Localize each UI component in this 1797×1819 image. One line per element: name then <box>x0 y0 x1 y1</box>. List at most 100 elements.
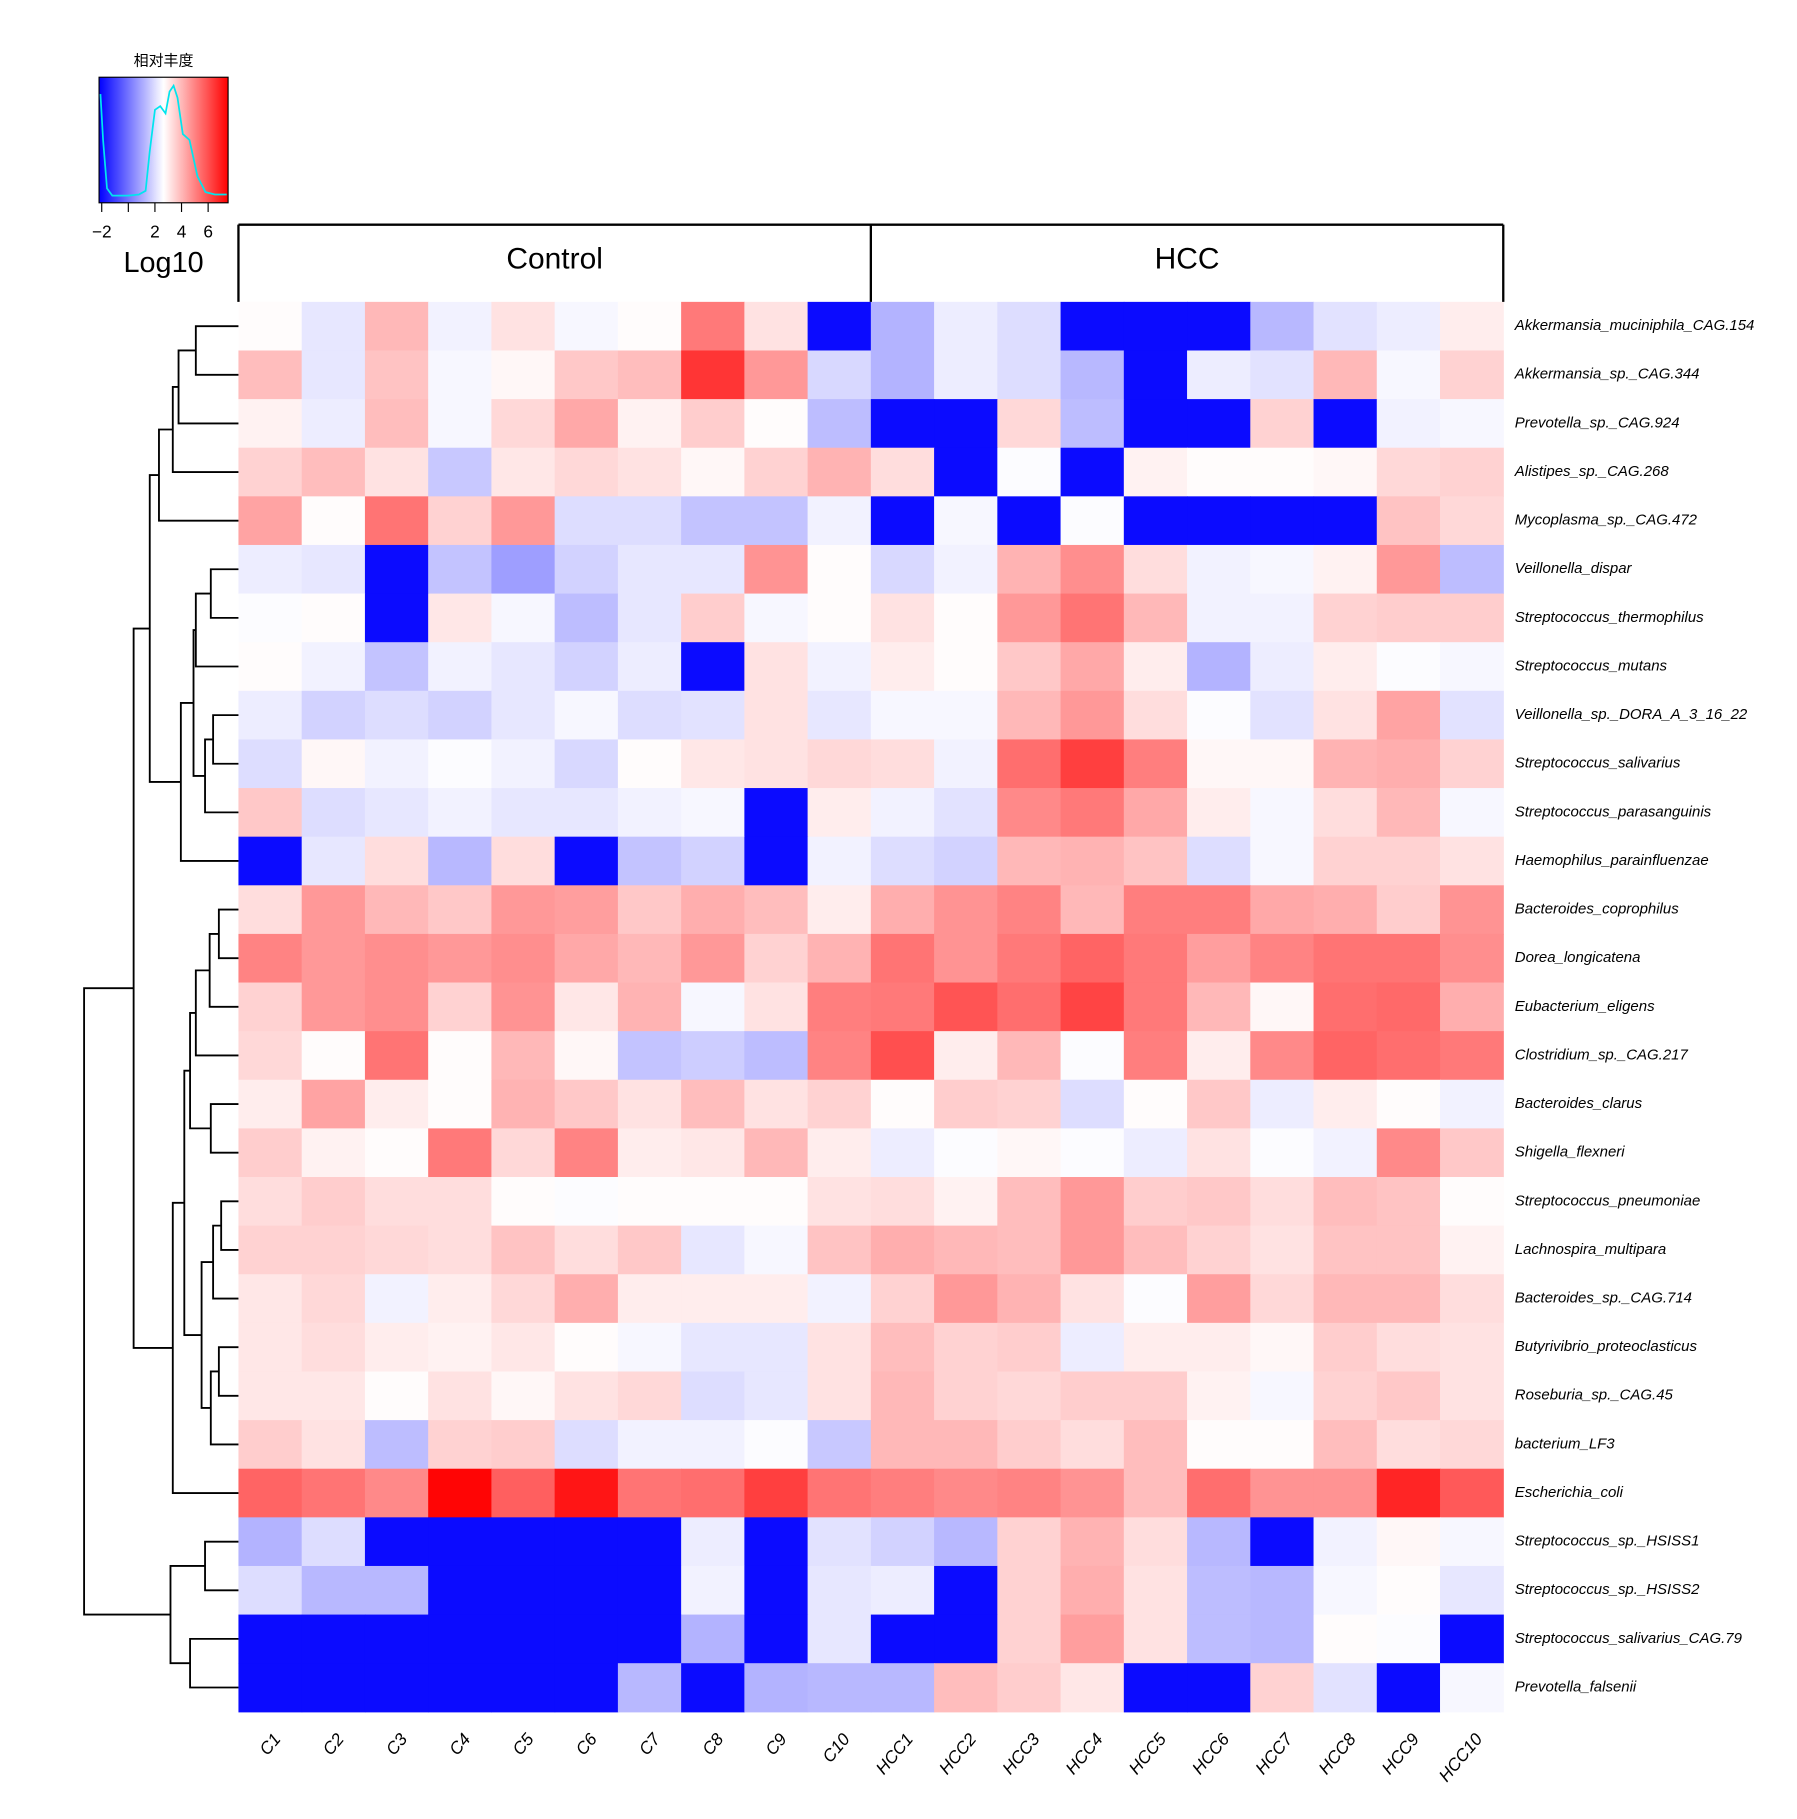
heatmap-cell <box>364 1420 429 1470</box>
heatmap-cell <box>1060 1420 1125 1470</box>
heatmap-cell <box>997 1663 1062 1713</box>
heatmap-cell <box>428 1274 492 1324</box>
heatmap-cell <box>681 1322 745 1373</box>
column-label: HCC8 <box>1314 1729 1360 1778</box>
heatmap-cell <box>491 1371 556 1421</box>
heatmap-cell <box>1313 1322 1378 1373</box>
heatmap-cell <box>1376 1517 1441 1567</box>
heatmap-cell <box>681 933 745 984</box>
heatmap-cell <box>428 1663 492 1713</box>
heatmap-cell <box>238 447 303 497</box>
heatmap-cell <box>681 1079 745 1129</box>
heatmap-cell <box>1250 399 1315 449</box>
heatmap-cell <box>1187 1322 1251 1373</box>
heatmap-cell <box>1187 690 1251 741</box>
heatmap-cell <box>681 642 745 692</box>
heatmap-cell <box>491 1565 556 1616</box>
heatmap-cell <box>681 1517 745 1567</box>
heatmap-cell <box>1187 642 1251 692</box>
heatmap-cell <box>681 1274 745 1324</box>
heatmap-cell <box>1313 1225 1378 1275</box>
heatmap-cell <box>364 982 429 1032</box>
heatmap-cell <box>1313 739 1378 789</box>
heatmap-cell <box>807 739 872 789</box>
heatmap-cell <box>1123 1517 1188 1567</box>
heatmap-cell <box>1187 933 1251 984</box>
heatmap-cell <box>238 350 303 400</box>
heatmap-cell <box>617 1274 682 1324</box>
heatmap-cell <box>1440 1225 1504 1275</box>
heatmap-cell <box>364 1031 429 1081</box>
heatmap-cell <box>238 933 303 984</box>
heatmap-cell <box>491 544 556 595</box>
heatmap-cell <box>744 933 809 984</box>
column-label: C2 <box>318 1729 348 1759</box>
heatmap-cell <box>1123 350 1188 400</box>
heatmap-cell <box>744 301 809 352</box>
heatmap-cell <box>491 788 556 838</box>
heatmap-cell <box>238 788 303 838</box>
heatmap-cell <box>1440 1128 1504 1178</box>
heatmap-cell <box>870 739 935 789</box>
heatmap-cell <box>1250 1128 1315 1178</box>
heatmap-cell <box>428 1371 492 1421</box>
heatmap-cell <box>1123 301 1188 352</box>
heatmap-cell <box>1123 1274 1188 1324</box>
heatmap-cell <box>364 1322 429 1373</box>
heatmap-cell <box>1187 836 1251 886</box>
heatmap-cell <box>1250 301 1315 352</box>
heatmap-cell <box>807 1274 872 1324</box>
heatmap-cell <box>1187 885 1251 935</box>
heatmap-cell <box>238 1322 303 1373</box>
heatmap-cell <box>554 1177 619 1227</box>
row-label: Akkermansia_muciniphila_CAG.154 <box>1514 317 1755 334</box>
group-label: Control <box>506 242 603 275</box>
heatmap-cell <box>744 1177 809 1227</box>
row-label: Bacteroides_sp._CAG.714 <box>1515 1290 1692 1307</box>
dendrogram-branch <box>194 325 239 376</box>
heatmap-cell <box>1250 739 1315 789</box>
heatmap-cell <box>364 642 429 692</box>
heatmap-cell <box>807 642 872 692</box>
heatmap-cell <box>934 301 998 352</box>
heatmap-cell <box>1376 933 1441 984</box>
heatmap-cell <box>428 1322 492 1373</box>
heatmap-cell <box>1376 836 1441 886</box>
heatmap-cell <box>744 1565 809 1616</box>
row-label: Mycoplasma_sp._CAG.472 <box>1515 512 1698 529</box>
heatmap-cell <box>997 399 1062 449</box>
heatmap-cell <box>1376 1079 1441 1129</box>
heatmap-cell <box>934 350 998 400</box>
heatmap-cell <box>744 690 809 741</box>
heatmap-cell <box>681 1031 745 1081</box>
heatmap-cell <box>934 496 998 546</box>
heatmap-cell <box>1187 982 1251 1032</box>
dendrogram-branch <box>194 592 239 668</box>
heatmap-cell <box>1440 1614 1504 1664</box>
heatmap-cell <box>1313 1565 1378 1616</box>
heatmap-cell <box>364 1371 429 1421</box>
heatmap-cell <box>491 690 556 741</box>
heatmap-cell <box>1060 1177 1125 1227</box>
heatmap-cell <box>870 447 935 497</box>
heatmap-cell <box>428 301 492 352</box>
heatmap-cell <box>997 1031 1062 1081</box>
heatmap-cell <box>1060 1614 1125 1664</box>
row-label: Bacteroides_coprophilus <box>1515 901 1679 918</box>
heatmap-cell <box>934 1177 998 1227</box>
heatmap-cell <box>428 739 492 789</box>
heatmap-cell <box>934 1031 998 1081</box>
heatmap-cell <box>870 690 935 741</box>
heatmap-cell <box>238 982 303 1032</box>
heatmap-cell <box>491 1614 556 1664</box>
heatmap-cell <box>807 301 872 352</box>
heatmap-cell <box>301 1128 366 1178</box>
heatmap-cell <box>997 593 1062 643</box>
heatmap-cell <box>617 1614 682 1664</box>
heatmap-cell <box>238 885 303 935</box>
dendrogram-branch <box>204 738 239 814</box>
heatmap-cell <box>1440 690 1504 741</box>
heatmap-cell <box>554 1565 619 1616</box>
row-label: Eubacterium_eligens <box>1515 998 1655 1015</box>
